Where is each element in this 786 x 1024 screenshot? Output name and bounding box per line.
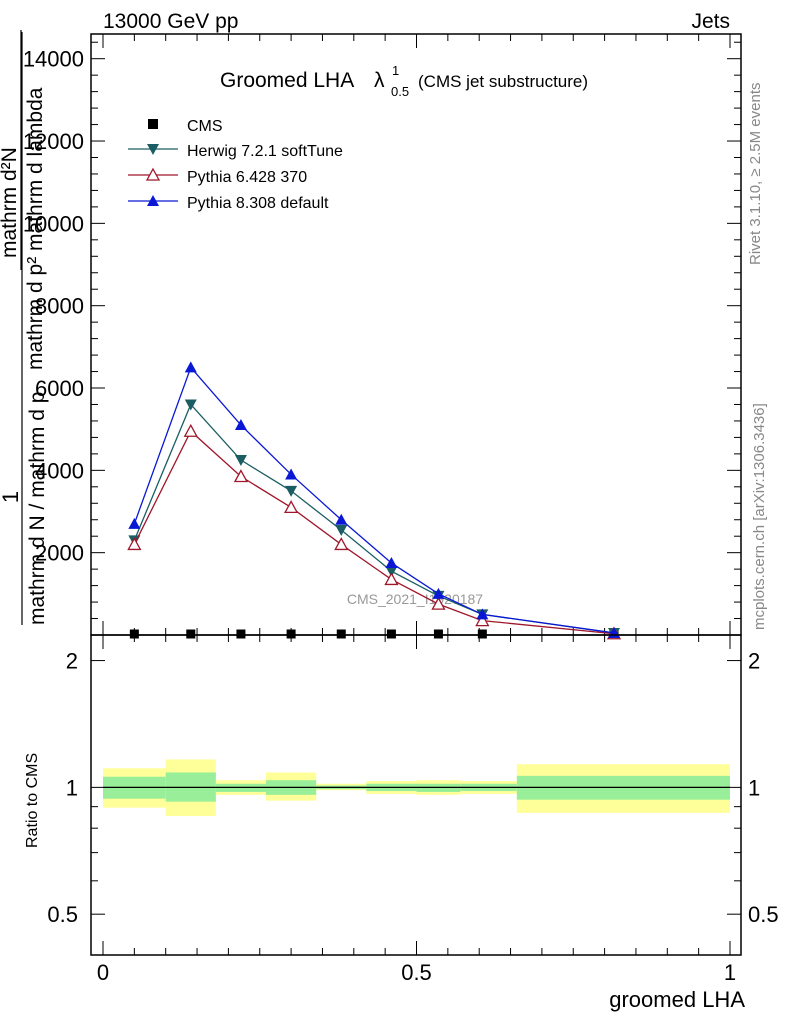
ratio-xtick-label: 0.5 <box>401 960 432 985</box>
ratio-axes: 0.5 0.5 1 1 2 2 0 0.5 1 <box>47 635 779 985</box>
data-point <box>432 587 445 599</box>
title-sup: 1 <box>392 63 399 78</box>
series-2 <box>127 423 622 640</box>
main-title: Groomed LHA λ 1 0.5 (CMS jet substructur… <box>220 63 588 99</box>
data-point <box>433 629 443 639</box>
data-point <box>129 629 139 639</box>
rivet-label: Rivet 3.1.10, ≥ 2.5M events <box>747 83 764 266</box>
title-sub: 0.5 <box>391 84 409 99</box>
data-point <box>386 629 396 639</box>
watermark: CMS_2021_I1920187 <box>347 591 483 607</box>
data-point <box>183 423 198 437</box>
ratio-ytick-label-right: 2 <box>748 649 760 674</box>
data-point <box>384 572 399 586</box>
main-ytick-label: 6000 <box>35 376 84 401</box>
data-point <box>186 629 196 639</box>
data-point <box>184 361 197 373</box>
data-point <box>184 399 197 411</box>
ratio-xtick-label: 0 <box>97 960 109 985</box>
legend-label-pythia8: Pythia 8.308 default <box>187 195 329 212</box>
ratio-ylabel: Ratio to CMS <box>24 753 41 848</box>
main-ytick-label: 4000 <box>35 458 84 483</box>
main-ytick-label: 2000 <box>35 541 84 566</box>
ylabel-outer-den: mathrm d N / mathrm d p <box>26 392 49 625</box>
ratio-ytick-label-right: 0.5 <box>748 902 779 927</box>
ratio-ytick-label-left: 2 <box>66 649 78 674</box>
data-point <box>476 608 489 620</box>
ratio-xlabel: groomed LHA <box>609 987 745 1012</box>
legend-label-pythia6: Pythia 6.428 370 <box>187 169 307 186</box>
ylabel-den: mathrm d p² mathrm d lambda <box>24 87 47 370</box>
data-point <box>284 500 299 514</box>
data-point <box>334 537 349 551</box>
data-point <box>431 596 446 610</box>
data-point <box>128 517 141 529</box>
mcplots-label: mcplots.cern.ch [arXiv:1306.3436] <box>751 403 768 630</box>
header-right: Jets <box>691 10 730 33</box>
data-point <box>236 629 246 639</box>
legend-label-herwig: Herwig 7.2.1 softTune <box>187 143 343 160</box>
main-ytick-label: 12000 <box>23 129 84 154</box>
ratio-xtick-label: 1 <box>724 960 736 985</box>
data-point <box>286 629 296 639</box>
title-main: Groomed LHA <box>220 69 354 92</box>
title-note: (CMS jet substructure) <box>418 72 588 91</box>
ratio-ytick-label-left: 0.5 <box>47 902 78 927</box>
data-point <box>477 629 487 639</box>
legend-marker-pythia6 <box>145 167 161 181</box>
main-ytick-label: 8000 <box>35 294 84 319</box>
main-ytick-label: 10000 <box>23 211 84 236</box>
series-0 <box>129 629 619 639</box>
ratio-ytick-label-right: 1 <box>748 775 760 800</box>
legend-label-cms: CMS <box>187 118 223 135</box>
data-point <box>385 556 398 568</box>
ylabel-outer-num: 1 <box>0 491 23 503</box>
data-point <box>234 455 247 467</box>
main-ylabel: 1 mathrm d N / mathrm d p mathrm d²N mat… <box>0 30 49 625</box>
title-lambda: λ <box>374 69 385 92</box>
legend-marker-pythia8 <box>147 195 159 206</box>
main-data <box>127 361 622 640</box>
data-point <box>335 525 348 537</box>
data-point <box>233 469 249 483</box>
legend-marker-cms <box>148 119 158 129</box>
ylabel-num: mathrm d²N <box>0 147 21 258</box>
ratio-ytick-label-left: 1 <box>66 775 78 800</box>
main-axes: 2000 4000 6000 8000 10000 12000 14000 <box>23 34 741 635</box>
data-point <box>336 629 346 639</box>
data-point <box>285 468 298 480</box>
ratio-bands <box>103 759 730 817</box>
data-point <box>127 537 142 551</box>
data-point <box>385 566 398 578</box>
header-left: 13000 GeV pp <box>103 10 238 33</box>
legend-marker-herwig <box>147 144 159 155</box>
main-ytick-label: 14000 <box>23 47 84 72</box>
data-point <box>285 485 298 497</box>
legend: CMS Herwig 7.2.1 softTune Pythia 6.428 3… <box>128 118 343 212</box>
data-point <box>335 513 348 525</box>
data-point <box>475 613 490 627</box>
data-point <box>234 419 247 431</box>
